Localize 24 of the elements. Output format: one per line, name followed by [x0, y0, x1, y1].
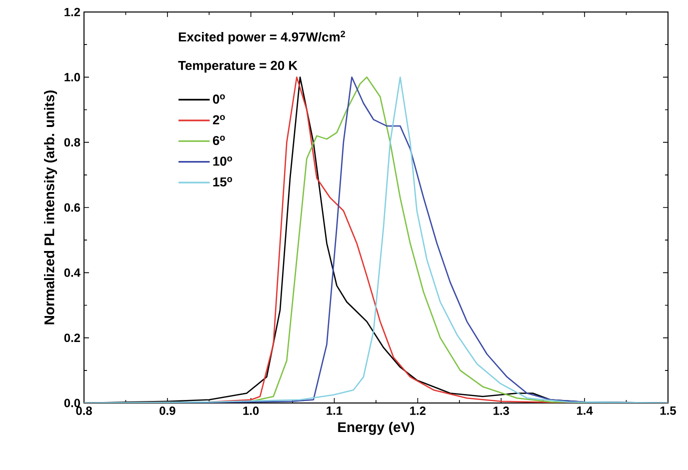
y-tick-label: 1.0 [64, 72, 80, 82]
x-axis-title: Energy (eV) [338, 422, 414, 435]
legend-label: 2$^{o}$ [212, 115, 225, 124]
legend-label: 15$^{o}$ [213, 177, 232, 187]
x-tick-label: 0.8 [76, 406, 92, 415]
x-tick-label: 1.0 [243, 406, 259, 415]
y-axis-title: Normalized PL intensity (arb. units) [44, 90, 58, 324]
x-tick-label: 0.9 [160, 406, 176, 415]
legend-label: 0$^{o}$ [212, 94, 225, 104]
y-tick-label: 0.6 [64, 203, 80, 212]
x-tick-label: 1.4 [577, 406, 593, 415]
y-tick-label: 1.2 [64, 8, 80, 16]
x-tick-label: 1.3 [494, 406, 510, 416]
x-tick-label: 1.2 [410, 406, 426, 415]
annotation: Temperature = 20 K [178, 60, 298, 73]
y-tick-label: 0.0 [64, 398, 80, 408]
legend-label: 6$^{o}$ [212, 136, 225, 146]
legend-label: 10$^{o}$ [213, 156, 232, 166]
y-tick-label: 0.4 [64, 268, 80, 277]
x-tick-label: 1.1 [326, 406, 342, 415]
x-tick-label: 1.5 [660, 406, 676, 415]
y-tick-label: 0.2 [64, 334, 80, 342]
y-tick-label: 0.8 [64, 138, 80, 147]
annotation: Excited power = 4.97W/cm$^{2}$ [178, 30, 346, 44]
